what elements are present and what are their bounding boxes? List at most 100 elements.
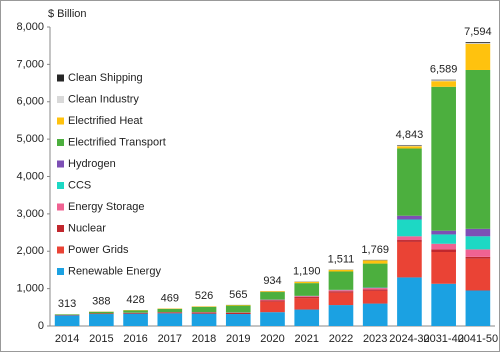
bar-segment [397, 236, 422, 241]
bar-segment [431, 86, 456, 231]
bar-segment [89, 314, 114, 326]
legend-label: Clean Industry [68, 93, 139, 105]
y-axis-label: $ Billion [48, 8, 87, 20]
legend-label: Nuclear [68, 222, 106, 234]
bar-segment [465, 42, 491, 44]
x-tick-label: 2016 [123, 333, 147, 345]
y-tick-label: 6,000 [16, 96, 44, 108]
bar-segment [431, 81, 456, 87]
bar-segment [465, 290, 491, 326]
x-tick-label: 2015 [89, 333, 113, 345]
legend-label: CCS [68, 179, 91, 191]
total-label: 428 [126, 294, 144, 306]
legend-swatch [57, 225, 64, 232]
bar-segment [465, 43, 491, 44]
bar-segment [157, 313, 183, 326]
x-tick-label: 2022 [329, 333, 353, 345]
bar-segment [294, 297, 320, 299]
x-tick-label: 2018 [192, 333, 216, 345]
bar-segment [260, 301, 285, 313]
bar-segment [328, 305, 354, 326]
bar-segment [191, 313, 217, 326]
bar-segment [123, 312, 148, 314]
bar-segment [328, 292, 354, 306]
x-tick-label: 2041-50 [458, 333, 498, 345]
bar-segment [397, 215, 422, 220]
bar-segment [260, 292, 285, 300]
y-tick-label: 2,000 [16, 245, 44, 257]
x-tick-label: 2021 [294, 333, 318, 345]
bar-segment [465, 258, 491, 291]
legend-swatch [57, 182, 64, 189]
y-tick-label: 4,000 [16, 170, 44, 182]
bar-segment [431, 249, 456, 252]
y-tick-label: 0 [38, 320, 44, 332]
total-label: 7,594 [464, 26, 492, 38]
bar-segment [328, 290, 354, 292]
legend-label: Electrified Heat [68, 115, 143, 127]
legend-swatch [57, 268, 64, 275]
bar-segment [431, 79, 456, 81]
bar-segment [294, 283, 320, 296]
bar-segment [362, 288, 388, 290]
bar-segment [362, 290, 388, 304]
total-label: 469 [161, 292, 179, 304]
legend-label: Electrified Transport [68, 136, 166, 148]
legend-swatch [57, 74, 64, 82]
bar-segment [465, 256, 491, 259]
bar-segment [362, 303, 388, 326]
bar-segment [123, 313, 148, 326]
bar-segment [157, 312, 183, 314]
bar-segment [260, 312, 285, 326]
bar-segment [328, 269, 354, 272]
bar-segment [123, 310, 148, 313]
legend-label: Hydrogen [68, 158, 116, 170]
bar-segment [89, 311, 114, 314]
x-tick-label: 2031-40 [423, 333, 463, 345]
total-label: 388 [92, 295, 110, 307]
bar-segment [328, 291, 354, 293]
bar-segment [54, 314, 80, 315]
total-label: 1,511 [328, 253, 355, 265]
bar-segment [294, 309, 320, 326]
bar-segment [191, 306, 217, 313]
bar-segment [294, 298, 320, 310]
y-tick-label: 1,000 [16, 283, 44, 295]
legend-label: Renewable Energy [68, 265, 161, 277]
total-label: 565 [229, 289, 247, 301]
bar-segment [465, 236, 491, 250]
bar-segment [191, 312, 217, 314]
total-label: 1,190 [293, 265, 321, 277]
bar-segment [260, 300, 285, 302]
total-label: 6,589 [430, 64, 458, 76]
bar-segment [225, 304, 251, 306]
bar-segment [431, 80, 456, 82]
bar-segment [397, 148, 422, 216]
x-tick-label: 2020 [260, 333, 284, 345]
bar-segment [225, 312, 251, 315]
legend-swatch [57, 203, 64, 211]
bar-segment [431, 283, 456, 326]
total-label: 934 [263, 275, 281, 287]
bar-segment [397, 277, 422, 326]
total-label: 4,843 [396, 129, 424, 141]
x-tick-label: 2019 [226, 333, 250, 345]
bar-segment [294, 281, 320, 284]
x-tick-label: 2014 [55, 333, 79, 345]
legend-swatch [57, 96, 64, 103]
y-tick-label: 5,000 [16, 133, 44, 145]
x-tick-label: 2017 [158, 333, 182, 345]
bar-segment [397, 145, 422, 147]
bar-segment [328, 271, 354, 290]
legend-swatch [57, 117, 64, 125]
x-tick-label: 2024-30 [389, 333, 429, 345]
bar-segment [431, 251, 456, 284]
bar-segment [465, 228, 491, 237]
total-label: 313 [58, 298, 76, 310]
y-tick-label: 7,000 [16, 58, 44, 70]
bar-segment [465, 43, 491, 70]
x-tick-label: 2023 [363, 333, 387, 345]
bar-segment [431, 234, 456, 244]
legend-swatch [57, 160, 64, 168]
